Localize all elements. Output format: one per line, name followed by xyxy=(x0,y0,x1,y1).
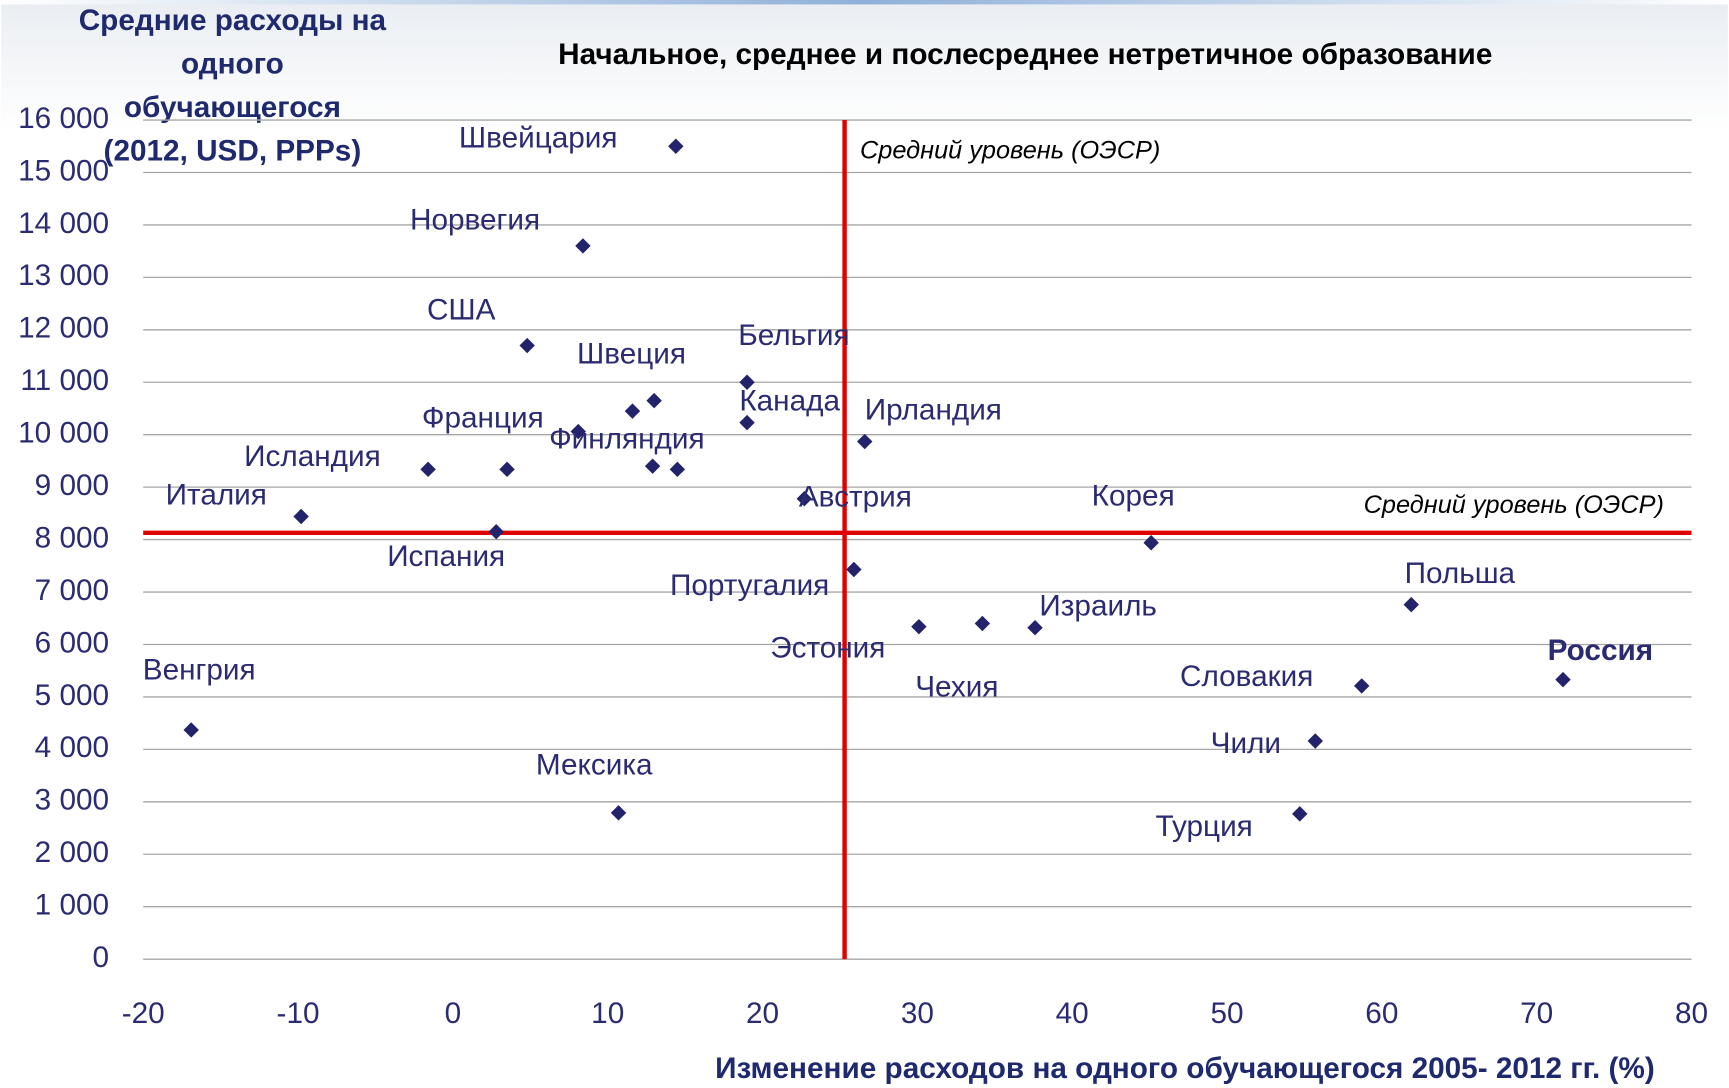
x-tick-label: 10 xyxy=(591,997,624,1030)
point xyxy=(488,524,504,540)
y-tick-label: 16 000 xyxy=(18,102,109,135)
point xyxy=(519,337,535,354)
x-tick-label: 60 xyxy=(1365,997,1398,1030)
point xyxy=(846,561,862,578)
chart-title: Начальное, среднее и послесреднее нетрет… xyxy=(558,38,1492,71)
point xyxy=(739,374,755,390)
point-label: Исландия xyxy=(244,440,381,473)
point-label: Франция xyxy=(422,401,544,434)
point-label: Эстония xyxy=(770,632,885,665)
x-tick-label: 30 xyxy=(901,997,934,1030)
point xyxy=(183,722,199,738)
point xyxy=(644,458,661,474)
point-label: Финляндия xyxy=(549,423,705,456)
point xyxy=(669,461,686,478)
y-tick-label: 5 000 xyxy=(35,679,109,712)
x-tick-label: 50 xyxy=(1210,997,1243,1030)
x-tick-label: -10 xyxy=(277,997,320,1030)
y-tick-label: 4 000 xyxy=(35,731,109,764)
point-label: Австрия xyxy=(799,481,912,514)
point-label: США xyxy=(427,293,496,326)
x-tick-label: -20 xyxy=(122,997,165,1030)
y-tick-label: 9 000 xyxy=(35,469,109,502)
x-tick-label: 80 xyxy=(1675,997,1708,1030)
point xyxy=(796,490,813,507)
y-tick-label: 13 000 xyxy=(18,259,109,292)
point xyxy=(499,461,515,478)
point-label: Швеция xyxy=(577,337,686,370)
x-tick-label: 0 xyxy=(445,997,462,1030)
point xyxy=(857,433,873,450)
y-tick-label: 3 000 xyxy=(35,784,109,817)
point-label: Словакия xyxy=(1180,660,1313,693)
point-label: Бельгия xyxy=(738,319,849,352)
point-label: Испания xyxy=(387,540,505,573)
point-label: Ирландия xyxy=(865,394,1002,427)
x-tick-label: 40 xyxy=(1056,997,1089,1030)
point xyxy=(1292,806,1308,822)
point xyxy=(739,414,755,431)
point xyxy=(646,392,662,409)
point-label: Норвегия xyxy=(410,204,540,237)
y-axis-title: одного xyxy=(181,47,284,80)
y-tick-label: 10 000 xyxy=(18,417,109,450)
point-label: Корея xyxy=(1092,479,1175,512)
reference-label: Средний уровень (ОЭСР) xyxy=(1364,491,1664,519)
y-tick-label: 8 000 xyxy=(35,521,109,554)
y-axis-title: (2012, USD, PPPs) xyxy=(104,134,362,167)
point xyxy=(1555,671,1571,688)
y-tick-label: 15 000 xyxy=(18,154,109,187)
point xyxy=(911,618,927,635)
point xyxy=(610,805,627,821)
y-tick-label: 6 000 xyxy=(35,626,109,659)
y-tick-label: 11 000 xyxy=(20,364,109,397)
point-label: Чили xyxy=(1211,727,1281,760)
top-bar xyxy=(1,0,1728,5)
y-tick-label: 7 000 xyxy=(35,574,109,607)
y-tick-label: 12 000 xyxy=(18,312,109,345)
point xyxy=(1143,535,1159,551)
x-tick-label: 70 xyxy=(1520,997,1553,1030)
point xyxy=(1354,678,1370,694)
y-tick-label: 14 000 xyxy=(18,207,109,240)
point xyxy=(1307,733,1323,749)
reference-label: Средний уровень (ОЭСР) xyxy=(860,137,1160,165)
x-tick-label: 20 xyxy=(746,997,779,1030)
point-label: Италия xyxy=(166,479,267,512)
point xyxy=(974,615,991,632)
point-label: Израиль xyxy=(1039,590,1156,623)
point-label: Чехия xyxy=(915,670,998,703)
point-label: Канада xyxy=(739,385,840,418)
point xyxy=(420,461,436,478)
y-axis-title: обучающегося xyxy=(124,91,341,124)
point xyxy=(570,423,586,440)
point-label: Швейцария xyxy=(459,122,618,155)
y-axis-title: Средние расходы на xyxy=(79,4,387,37)
x-axis-title: Изменение расходов на одного обучающегос… xyxy=(715,1052,1655,1085)
point-label: Мексика xyxy=(536,748,653,781)
point xyxy=(1403,596,1419,613)
point xyxy=(1027,619,1043,636)
point xyxy=(668,138,684,154)
y-tick-label: 1 000 xyxy=(35,889,109,922)
y-tick-label: 2 000 xyxy=(35,836,109,869)
y-tick-label: 0 xyxy=(93,941,110,974)
point-label: Португалия xyxy=(670,569,829,602)
point-label: Польша xyxy=(1405,557,1516,590)
point-label: Турция xyxy=(1156,810,1253,843)
point-label: Венгрия xyxy=(143,653,256,686)
point-label: Россия xyxy=(1548,634,1654,667)
